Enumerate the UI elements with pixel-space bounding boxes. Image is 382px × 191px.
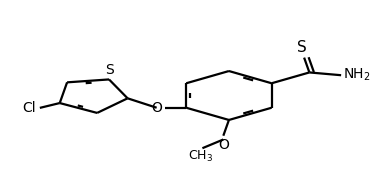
Text: S: S xyxy=(297,40,307,55)
Text: O: O xyxy=(151,101,162,115)
Text: CH$_3$: CH$_3$ xyxy=(188,149,213,164)
Text: O: O xyxy=(218,138,229,152)
Text: NH$_2$: NH$_2$ xyxy=(343,67,370,83)
Text: Cl: Cl xyxy=(23,101,36,115)
Text: S: S xyxy=(105,63,113,77)
